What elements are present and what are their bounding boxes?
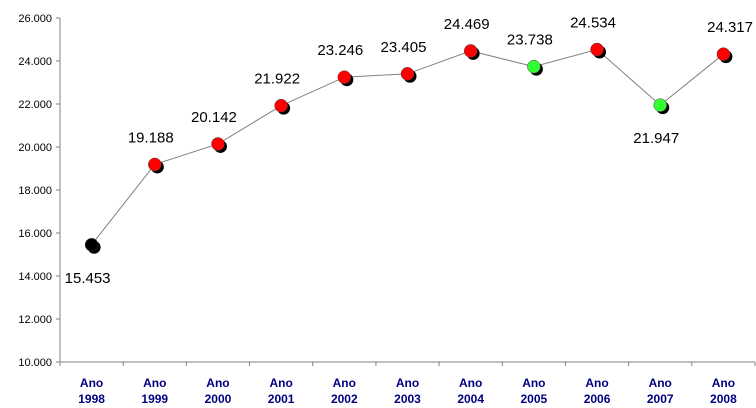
x-tick-label: Ano 1998 [78, 376, 105, 406]
data-point [211, 137, 225, 151]
x-tick-label-line: 2008 [710, 392, 737, 406]
y-tick-label: 26.000 [18, 13, 52, 25]
x-tick-label-line: Ano [333, 376, 356, 390]
x-tick-label-line: Ano [143, 376, 166, 390]
data-label: 15.453 [65, 270, 111, 287]
x-tick-label: Ano 2008 [710, 376, 737, 406]
x-tick-label-line: 2006 [584, 392, 611, 406]
y-tick-label: 20.000 [18, 142, 52, 154]
x-tick-label-line: 1999 [141, 392, 168, 406]
x-tick-label-line: 2004 [457, 392, 484, 406]
data-point [84, 238, 99, 252]
x-tick-label-line: Ano [712, 376, 735, 390]
data-label: 24.469 [444, 16, 490, 33]
y-tick-label: 10.000 [18, 357, 52, 369]
data-label: 20.142 [191, 109, 237, 126]
x-tick-label: Ano 1999 [141, 376, 168, 406]
x-tick-label-line: Ano [206, 376, 229, 390]
data-label: 21.947 [633, 130, 679, 147]
data-label: 23.405 [381, 39, 427, 56]
x-tick-label-line: 1998 [78, 392, 105, 406]
x-tick-label-line: 2007 [647, 392, 674, 406]
x-tick-label: Ano 2007 [647, 376, 674, 406]
data-label: 23.246 [317, 42, 363, 59]
data-point [274, 98, 288, 113]
y-tick-label: 24.000 [18, 56, 52, 68]
data-label: 23.738 [507, 32, 553, 49]
x-tick-label-line: 2003 [394, 392, 421, 406]
y-axis-labels: 10.000 12.000 14.000 16.000 18.000 20.000 22.0… [18, 13, 52, 369]
data-point [590, 42, 604, 57]
x-tick-label-line: Ano [522, 376, 545, 390]
x-tick-label: Ano 2004 [457, 376, 484, 406]
data-point [716, 47, 731, 61]
data-point [400, 67, 415, 81]
x-tick-label-line: 2000 [205, 392, 232, 406]
x-tick-label: Ano 2003 [394, 376, 421, 406]
x-tick-label: Ano 2001 [268, 376, 295, 406]
x-tick-label: Ano 2005 [521, 376, 548, 406]
x-tick-label: Ano 2002 [331, 376, 358, 406]
x-tick-label-line: Ano [396, 376, 419, 390]
data-labels: 15.453 19.188 20.142 21.922 23.246 23.405 24.4… [65, 15, 753, 287]
data-point [148, 157, 162, 172]
x-tick-label-line: Ano [459, 376, 482, 390]
data-label: 21.922 [254, 71, 300, 88]
y-tick-label: 18.000 [18, 185, 52, 197]
x-tick-label: Ano 2006 [584, 376, 611, 406]
x-tick-label-line: 2002 [331, 392, 358, 406]
y-tick-label: 14.000 [18, 271, 52, 283]
data-label: 24.534 [570, 15, 616, 32]
data-point [653, 98, 667, 112]
x-tick-label-line: 2005 [521, 392, 548, 406]
x-tick-label: Ano 2000 [205, 376, 232, 406]
y-tick-label: 22.000 [18, 99, 52, 111]
x-tick-label-line: 2001 [268, 392, 295, 406]
data-label: 19.188 [128, 129, 174, 146]
x-tick-label-line: Ano [649, 376, 672, 390]
axes [56, 17, 756, 366]
data-point [463, 44, 478, 58]
data-point [337, 70, 352, 84]
series-markers [84, 42, 733, 254]
y-tick-label: 12.000 [18, 314, 52, 326]
x-tick-label-line: Ano [269, 376, 292, 390]
y-tick-label: 16.000 [18, 228, 52, 240]
data-label: 24.317 [707, 19, 753, 36]
x-tick-label-line: Ano [585, 376, 608, 390]
x-axis-labels: Ano 1998 Ano 1999 Ano 2000 Ano 2001 Ano 2002 Ano 20… [78, 376, 737, 406]
x-tick-label-line: Ano [80, 376, 103, 390]
data-point [527, 59, 541, 74]
